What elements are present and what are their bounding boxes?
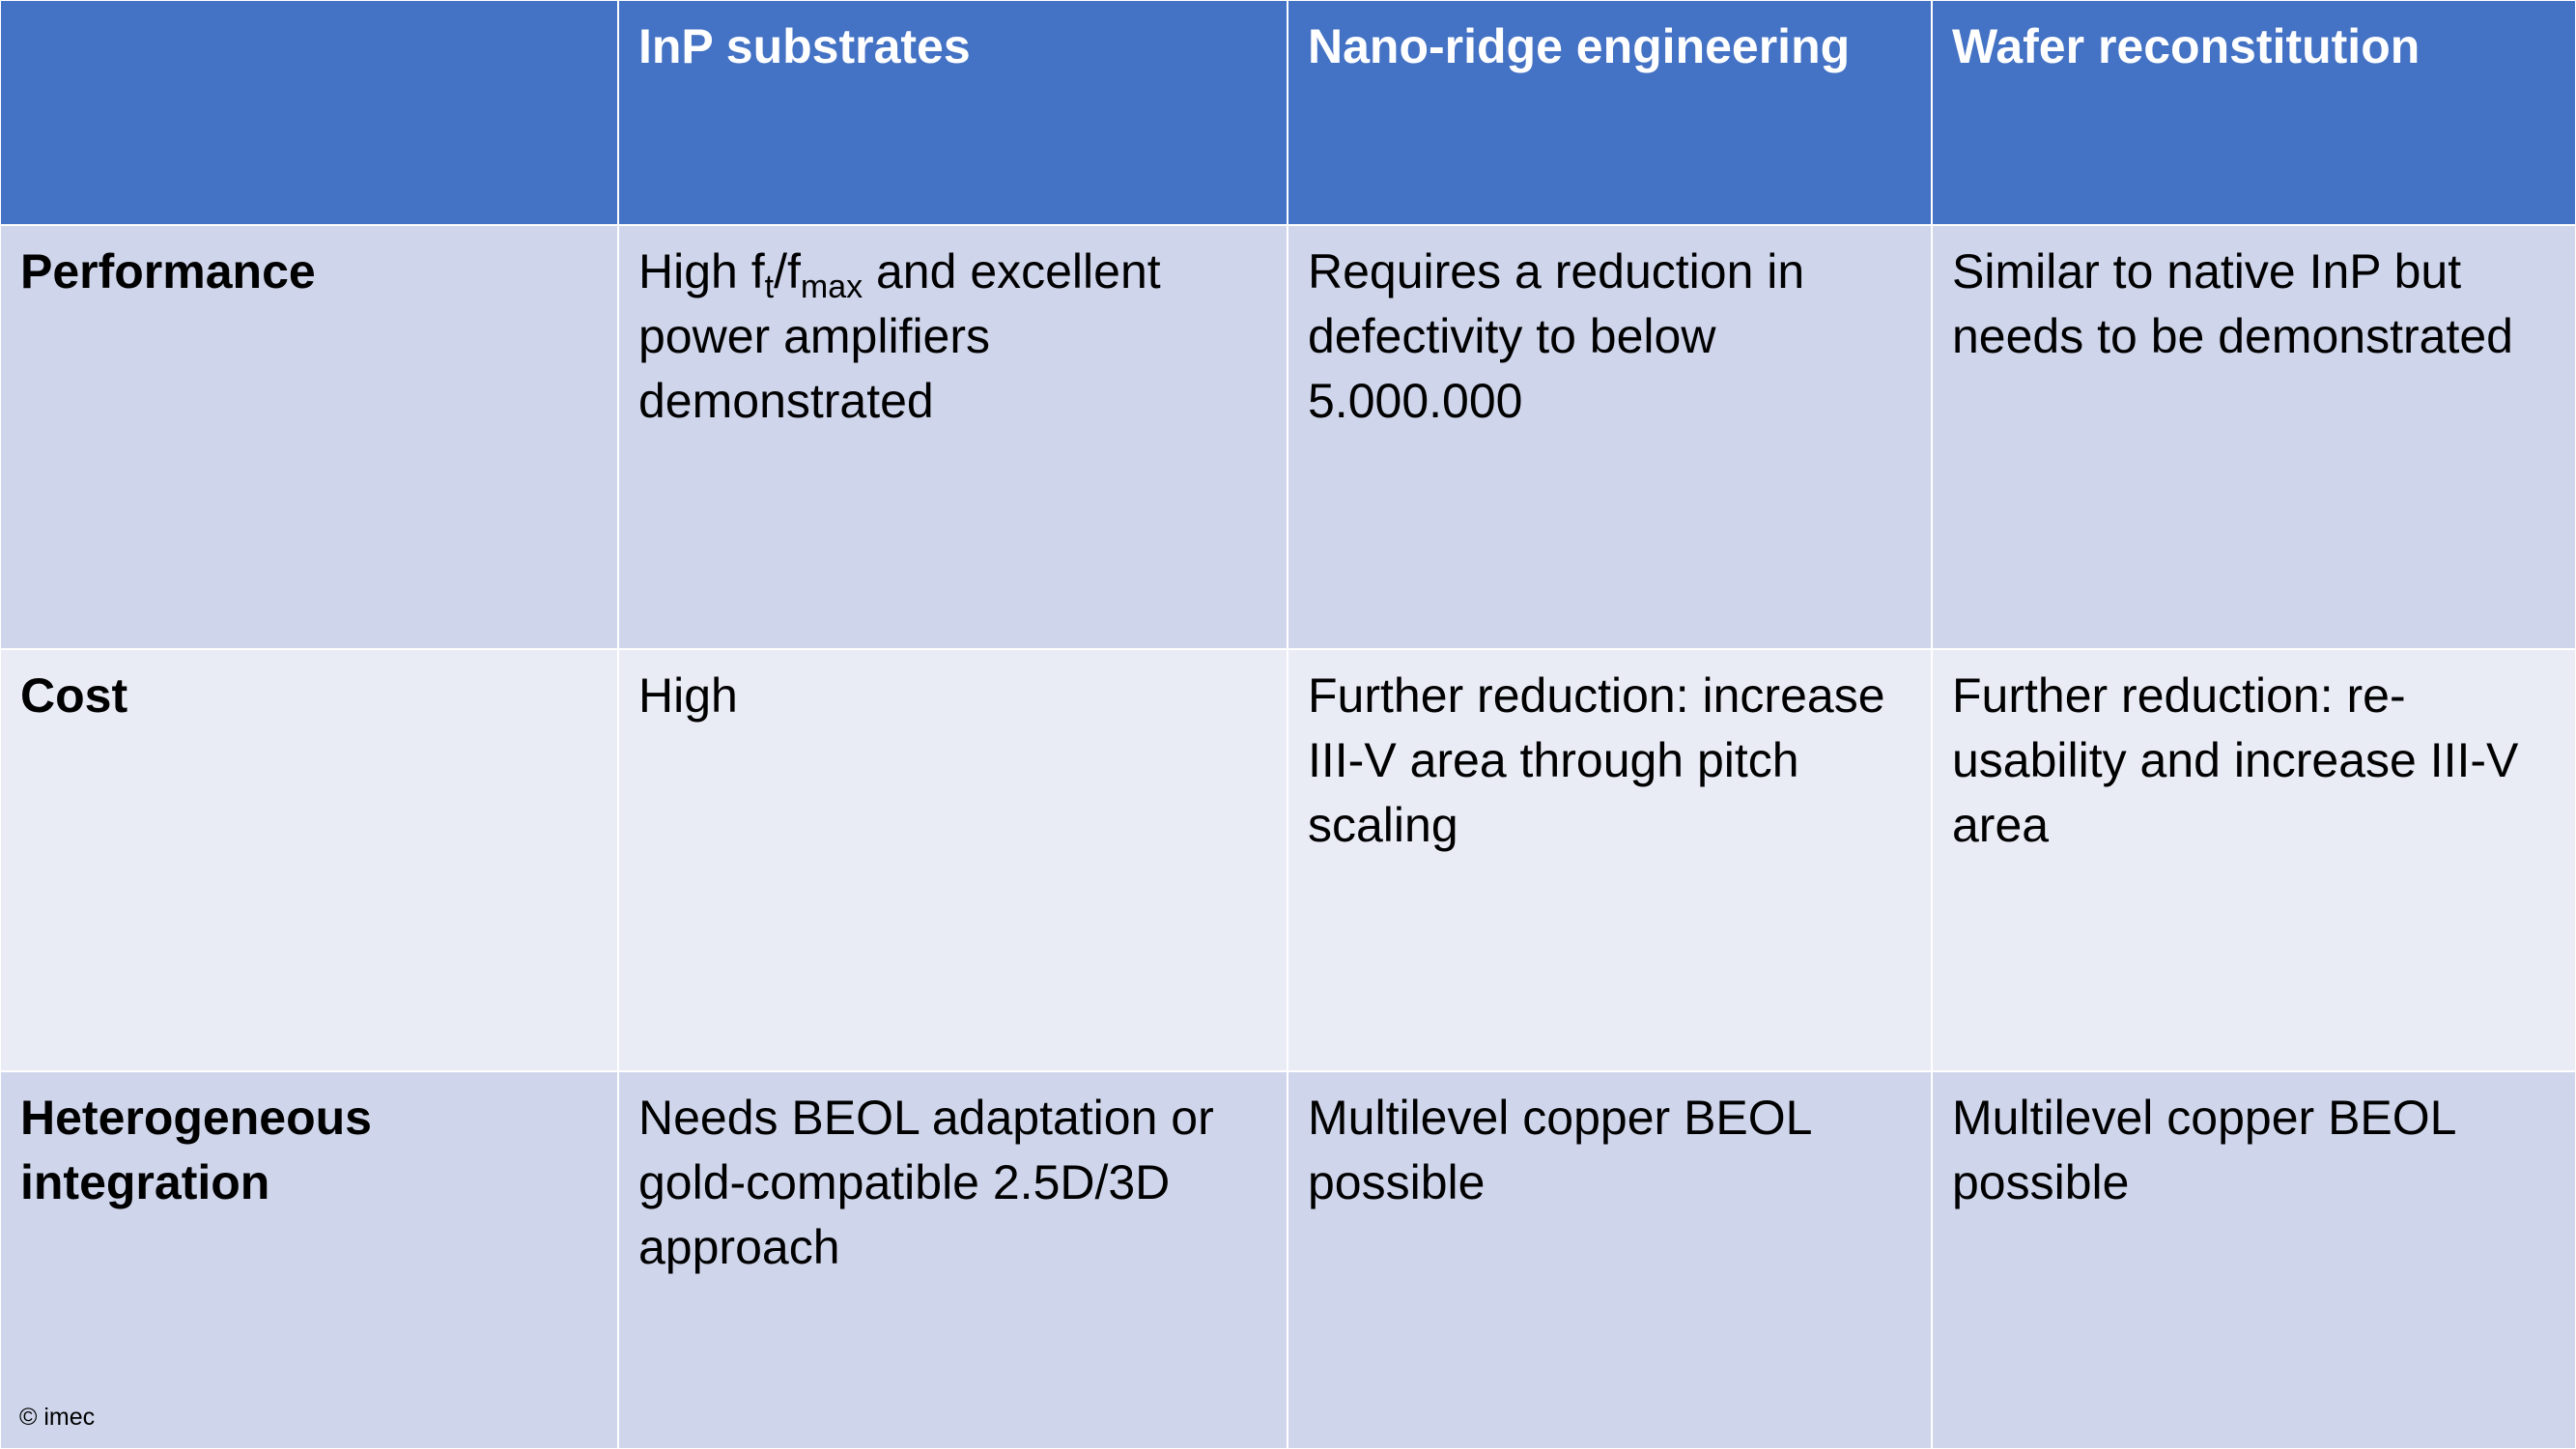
text-run: /f: [774, 244, 801, 298]
table-cell: Multilevel copper BEOL possible: [1288, 1071, 1932, 1449]
header-cell: [0, 0, 618, 225]
subscript: max: [800, 269, 863, 305]
header-cell: InP substrates: [618, 0, 1288, 225]
table-cell: Similar to native InP but needs to be de…: [1932, 225, 2576, 649]
row-label: Heterogeneous integration: [0, 1071, 618, 1449]
footer: © imec: [19, 1404, 96, 1431]
text-run: High f: [638, 244, 765, 298]
text-run: and excellent power amplifiers demonstra…: [638, 244, 1161, 428]
table-cell: Requires a reduction in defectivity to b…: [1288, 225, 1932, 649]
header-cell: Nano-ridge engineering: [1288, 0, 1932, 225]
row-label: Performance: [0, 225, 618, 649]
header-cell: Wafer reconstitution: [1932, 0, 2576, 225]
table-cell: Multilevel copper BEOL possible: [1932, 1071, 2576, 1449]
subscript: t: [764, 269, 775, 305]
table-cell: High ft/fmax and excellent power amplifi…: [618, 225, 1288, 649]
table-cell: Further reduction: increase III-V area t…: [1288, 649, 1932, 1071]
table-cell: Further reduction: re-usability and incr…: [1932, 649, 2576, 1071]
row-label: Cost: [0, 649, 618, 1071]
table-cell: High: [618, 649, 1288, 1071]
table-cell: Needs BEOL adaptation or gold-compatible…: [618, 1071, 1288, 1449]
